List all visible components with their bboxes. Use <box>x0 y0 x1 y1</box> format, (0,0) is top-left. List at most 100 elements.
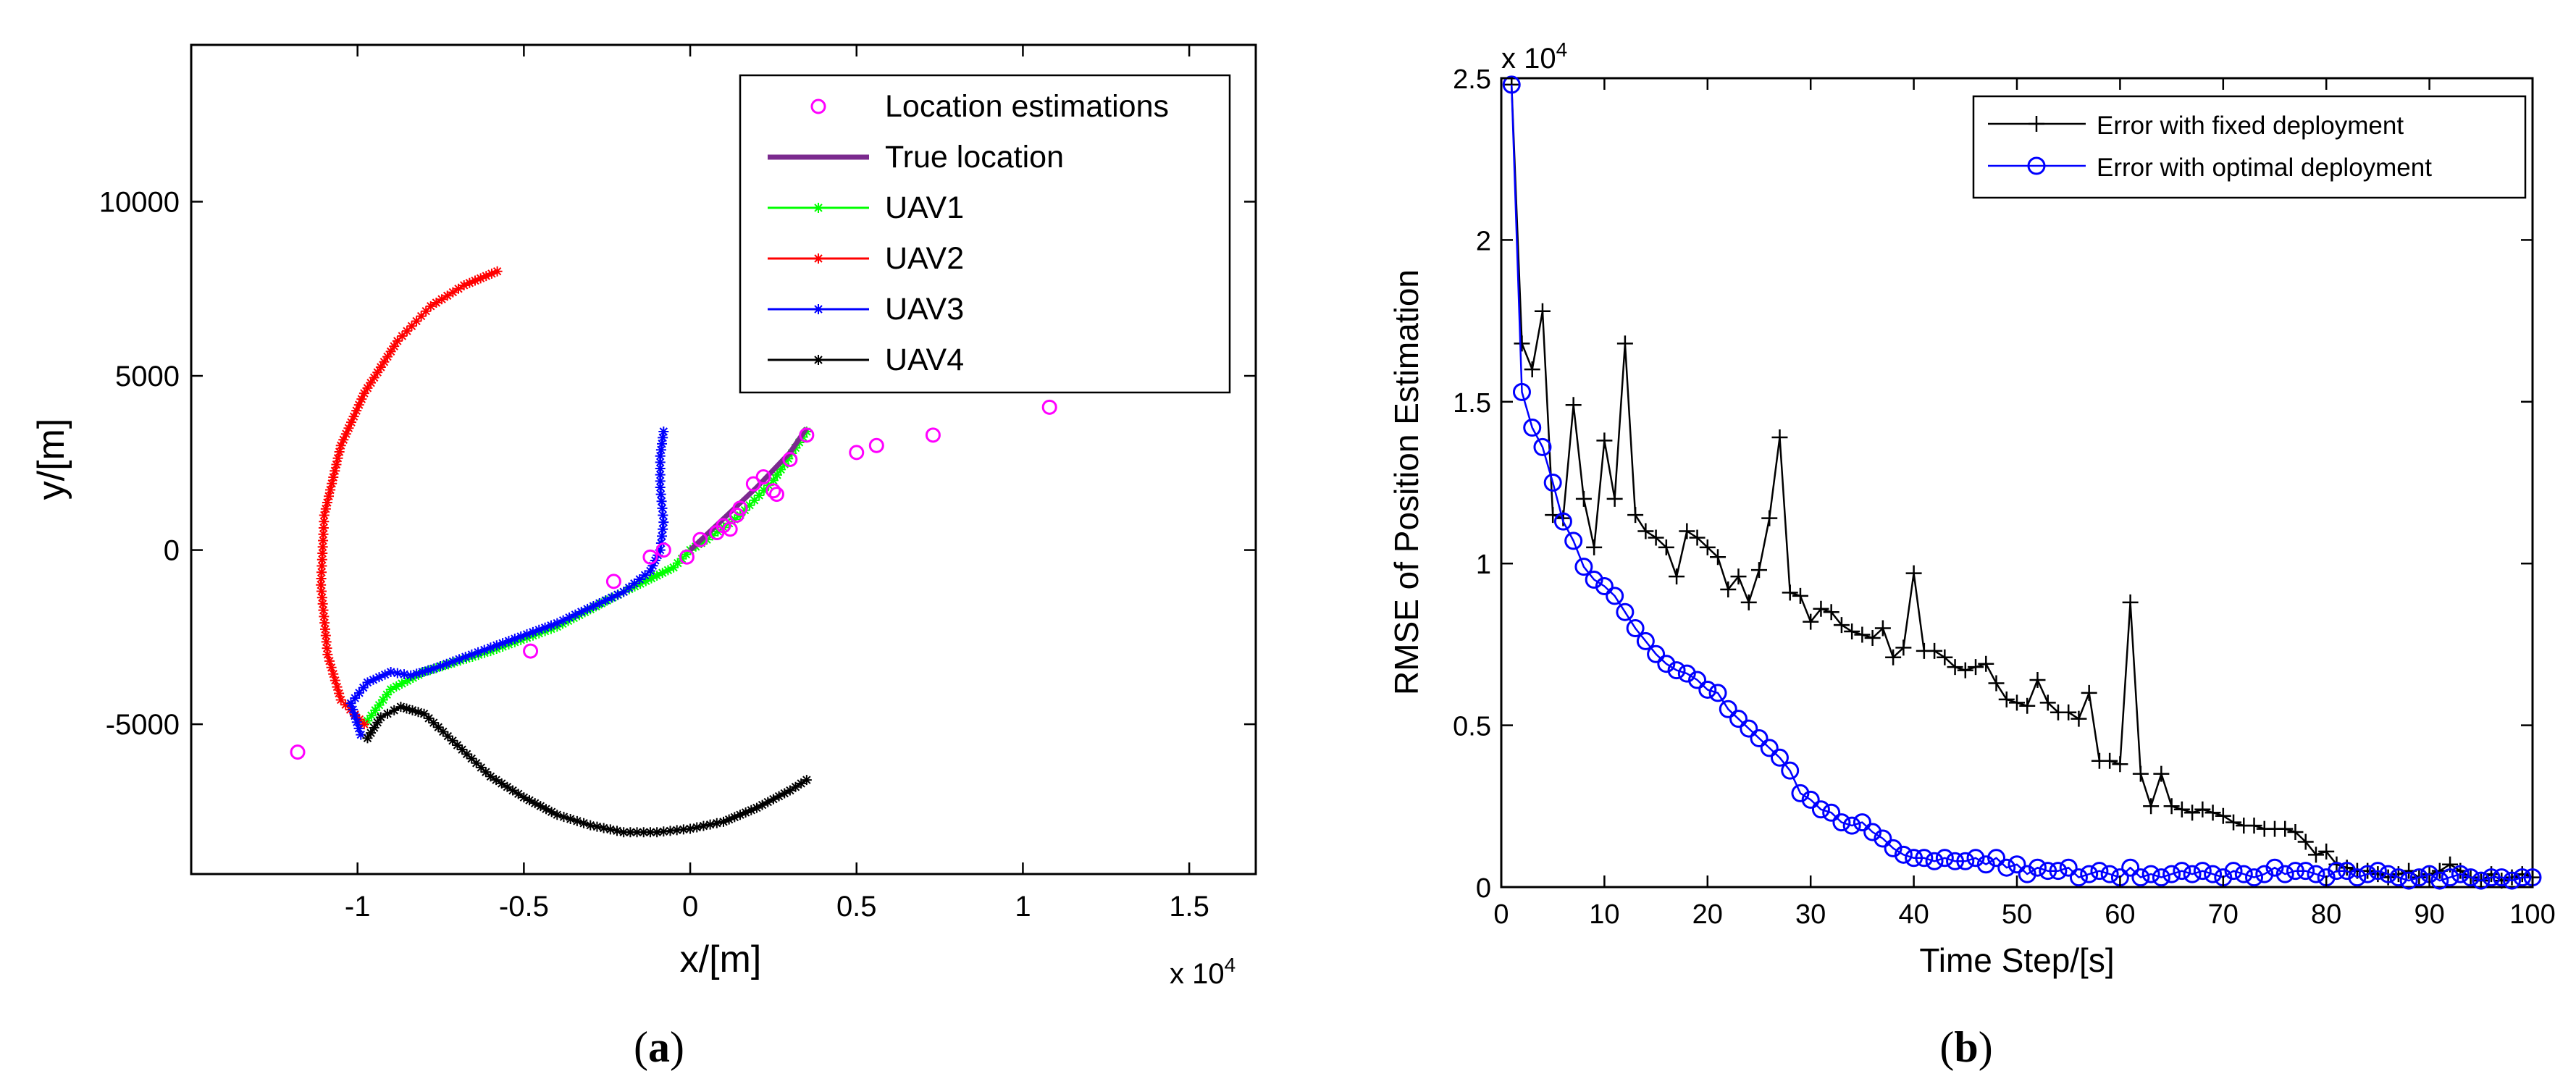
marker-uav4 <box>638 827 649 838</box>
marker-uav2 <box>338 434 349 445</box>
panel-b-x-tick-label: 20 <box>1692 899 1723 930</box>
marker-uav2 <box>385 346 396 357</box>
panel-a-x-tick-label: 1.5 <box>1169 891 1209 923</box>
marker-uav3 <box>658 510 668 521</box>
marker-uav2 <box>317 542 328 553</box>
marker-uav3 <box>655 482 666 492</box>
marker-uav4 <box>395 702 406 713</box>
marker-uav2 <box>358 719 369 730</box>
marker-uav4 <box>671 825 682 836</box>
point-location-estimations <box>799 427 815 443</box>
marker-uav2 <box>327 478 337 489</box>
panel-b-y-tick-label: 2.5 <box>1453 64 1491 95</box>
marker-uav4 <box>366 728 377 739</box>
marker-uav4 <box>779 788 790 799</box>
panel-b-legend-samples <box>1988 116 2086 175</box>
marker-uav3 <box>570 609 581 620</box>
marker-uav2 <box>322 497 332 508</box>
marker-uav3 <box>657 503 668 513</box>
marker-uav2 <box>319 510 330 521</box>
point-error-with-fixed-deployment <box>1637 523 1654 539</box>
marker-uav1 <box>754 490 765 500</box>
marker-uav3 <box>658 517 669 528</box>
marker-uav1 <box>768 475 779 486</box>
point-error-with-optimal-deployment <box>1677 664 1696 683</box>
point-error-with-fixed-deployment <box>1937 649 1953 665</box>
point-error-with-fixed-deployment <box>2122 594 2139 610</box>
marker-uav2 <box>320 623 331 634</box>
marker-uav3 <box>411 668 422 679</box>
marker-uav4 <box>496 778 507 789</box>
point-error-with-optimal-deployment <box>2296 862 2315 881</box>
point-error-with-fixed-deployment <box>2307 847 2324 863</box>
point-error-with-optimal-deployment <box>2265 858 2284 877</box>
marker-uav2 <box>369 372 379 383</box>
marker-uav2 <box>316 554 327 565</box>
marker-uav4 <box>413 707 424 718</box>
marker-uav2 <box>319 516 330 527</box>
marker-uav1 <box>685 545 696 555</box>
point-error-with-fixed-deployment <box>1627 507 1644 524</box>
point-error-with-optimal-deployment <box>2379 865 2398 883</box>
marker-uav3 <box>540 622 550 633</box>
marker-uav4 <box>480 767 491 778</box>
marker-uav2 <box>362 382 373 393</box>
marker-uav1 <box>663 565 674 576</box>
panel-a-legend: Location estimations True location UAV1 … <box>739 74 1231 394</box>
marker-uav1 <box>657 568 668 579</box>
point-error-with-optimal-deployment <box>1760 739 1779 757</box>
marker-uav4 <box>598 823 609 833</box>
point-error-with-optimal-deployment <box>2368 862 2387 881</box>
legend-label-optimal-deployment: Error with optimal deployment <box>2097 154 2432 182</box>
marker-uav1 <box>382 689 393 700</box>
panel-b-axes-box <box>1500 77 2534 889</box>
marker-uav2 <box>448 287 458 298</box>
marker-uav4 <box>419 708 429 719</box>
point-error-with-optimal-deployment <box>2358 865 2377 883</box>
marker-uav4 <box>452 740 463 750</box>
point-error-with-optimal-deployment <box>1750 728 1769 747</box>
marker-uav3 <box>657 438 668 449</box>
point-error-with-optimal-deployment <box>2286 862 2304 881</box>
marker-uav2 <box>346 417 357 428</box>
marker-uav3 <box>558 615 569 626</box>
point-error-with-fixed-deployment <box>1947 659 1963 676</box>
marker-uav4 <box>552 810 563 820</box>
point-error-with-fixed-deployment <box>1864 629 1881 646</box>
marker-uav1 <box>646 573 657 584</box>
marker-uav4 <box>433 722 444 733</box>
panel-b-x-tick-label: 40 <box>1898 899 1929 930</box>
point-error-with-optimal-deployment <box>2234 865 2253 883</box>
marker-uav4 <box>698 820 709 831</box>
marker-uav3 <box>362 677 373 688</box>
point-error-with-optimal-deployment <box>2307 865 2325 883</box>
point-location-estimations <box>605 574 621 589</box>
marker-uav3 <box>399 669 409 680</box>
panel-a-x-tick-label: 1 <box>1015 891 1031 923</box>
panel-b-y-exponent-base: x 10 <box>1501 43 1556 75</box>
marker-uav4 <box>592 821 603 832</box>
panel-a-legend-box <box>739 74 1231 394</box>
point-error-with-fixed-deployment <box>1658 539 1674 555</box>
point-error-with-optimal-deployment <box>2245 868 2264 887</box>
point-error-with-fixed-deployment <box>1720 581 1737 597</box>
point-error-with-fixed-deployment <box>1803 613 1819 630</box>
panel-b-x-tick-label: 70 <box>2208 899 2239 930</box>
point-location-estimations <box>1041 399 1057 415</box>
point-error-with-optimal-deployment <box>2141 865 2160 883</box>
marker-uav1 <box>366 710 377 721</box>
marker-uav2 <box>475 273 486 284</box>
marker-uav1 <box>668 562 679 573</box>
series-error-with-optimal-deployment <box>1502 75 2542 890</box>
panel-b-x-tick-label: 0 <box>1493 899 1509 930</box>
marker-uav2 <box>320 503 331 514</box>
point-error-with-fixed-deployment <box>1679 523 1695 539</box>
point-error-with-optimal-deployment <box>2131 868 2150 887</box>
marker-uav4 <box>612 826 622 836</box>
marker-uav3 <box>351 717 362 728</box>
point-error-with-fixed-deployment <box>1514 335 1530 352</box>
point-error-with-fixed-deployment <box>1586 539 1603 555</box>
marker-uav2 <box>324 655 335 666</box>
marker-uav3 <box>656 496 667 507</box>
marker-uav4 <box>665 826 676 836</box>
